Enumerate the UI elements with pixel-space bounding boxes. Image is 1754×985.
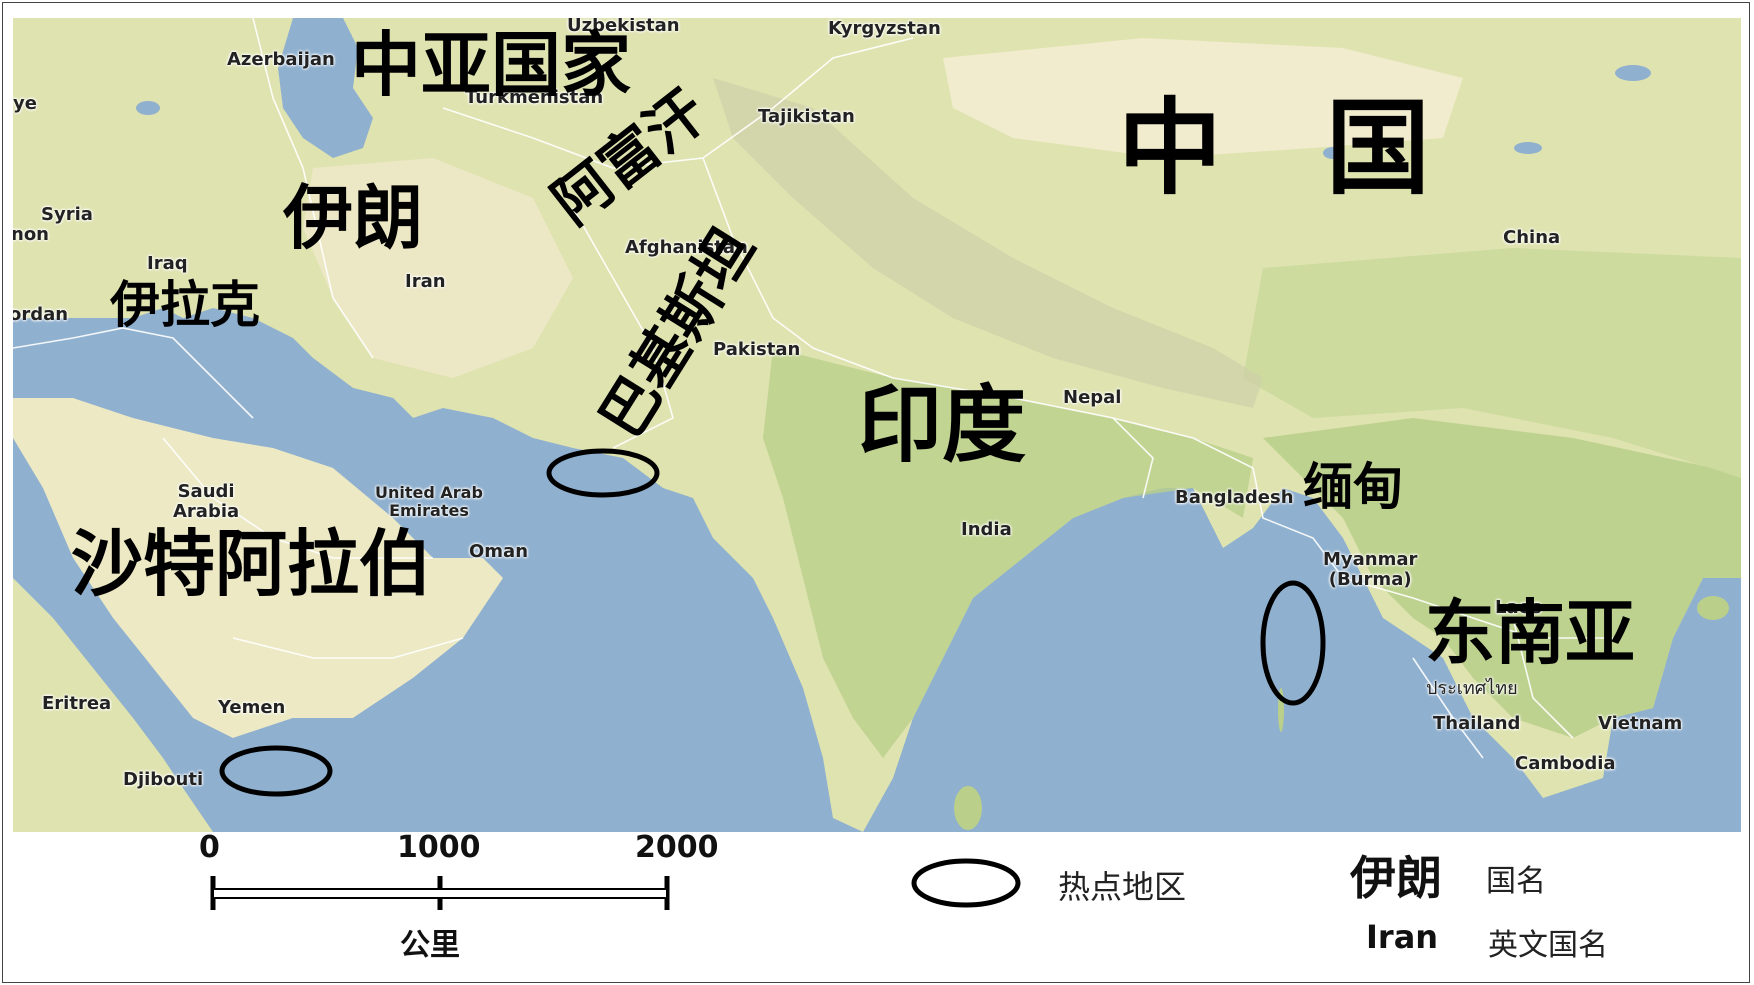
label-pakistan: Pakistan <box>713 339 801 360</box>
label-china: China <box>1503 227 1561 248</box>
label-tajikistan: Tajikistan <box>758 106 855 127</box>
hotspot-makran[interactable] <box>546 448 660 498</box>
land-green-india <box>763 348 1253 758</box>
hotspot-rakhine[interactable] <box>1260 580 1326 706</box>
hainan <box>1697 596 1729 620</box>
persian-gulf <box>263 338 443 458</box>
label-cambodia: Cambodia <box>1515 753 1616 774</box>
label-zh-india: 印度 <box>858 376 1027 474</box>
lakes <box>136 65 1651 159</box>
hotspot-aden[interactable] <box>219 745 333 797</box>
name-legend: 伊朗 国名 Iran 英文国名 <box>1350 840 1730 970</box>
desert-arabia <box>13 398 503 738</box>
label-turkmenistan: Turkmenistan <box>465 87 604 108</box>
label-nepal: Nepal <box>1063 387 1122 408</box>
label-myanmar: Myanmar (Burma) <box>1323 549 1418 590</box>
label-oman: Oman <box>469 541 529 562</box>
label-zh-iran: 伊朗 <box>283 177 423 259</box>
legend-country-sample: 伊朗 <box>1350 851 1442 905</box>
label-thailand-thai: ประเทศไทย <box>1426 678 1518 699</box>
hotspot-legend: 热点地区 <box>910 850 1210 920</box>
sri-lanka <box>954 786 982 830</box>
base-map <box>13 18 1741 832</box>
scale-tick-2000: 2000 <box>635 830 719 865</box>
caspian-sea <box>278 18 373 158</box>
label-iran: Iran <box>405 271 446 292</box>
label-india: India <box>961 519 1012 540</box>
red-sea <box>13 438 183 738</box>
scale-unit: 公里 <box>400 928 460 963</box>
label-lebanon: non <box>13 224 49 245</box>
legend-country-desc: 国名 <box>1486 864 1546 899</box>
label-afghanistan: Afghanistan <box>625 237 748 258</box>
label-azerbaijan: Azerbaijan <box>227 49 335 70</box>
label-uae: United Arab Emirates <box>375 483 483 520</box>
map-area[interactable]: Uzbekistan Kyrgyzstan Azerbaijan Turkmen… <box>13 18 1741 832</box>
label-zh-saudi-arabia: 沙特阿拉伯 <box>71 522 432 606</box>
borders <box>13 18 1613 759</box>
land-green-sea-asia <box>1263 418 1741 738</box>
label-iraq: Iraq <box>147 253 188 274</box>
label-yemen: Yemen <box>218 697 286 718</box>
label-turkey: ye <box>13 93 37 114</box>
label-jordan: ordan <box>13 304 69 325</box>
hotspot-legend-label: 热点地区 <box>1058 868 1187 906</box>
scale-tick-1000: 1000 <box>397 830 481 865</box>
label-laos: Laos <box>1495 597 1542 618</box>
land-africa <box>13 578 213 832</box>
label-syria: Syria <box>41 204 93 225</box>
legend-english-sample: Iran <box>1366 918 1439 956</box>
label-zh-china: 中 国 <box>1118 87 1431 209</box>
hotspots-layer <box>219 448 1326 797</box>
label-thailand: Thailand <box>1433 713 1521 734</box>
label-vietnam: Vietnam <box>1598 713 1683 734</box>
desert-iran <box>303 158 573 378</box>
desert-tarim <box>943 38 1463 158</box>
label-uzbekistan: Uzbekistan <box>567 18 680 36</box>
scale-bar: 0 1000 2000 公里 <box>180 830 719 963</box>
label-kyrgyzstan: Kyrgyzstan <box>828 18 941 39</box>
label-zh-iraq: 伊拉克 <box>110 276 260 334</box>
scale-tick-0: 0 <box>199 830 220 865</box>
mountains-himalaya <box>713 78 1263 408</box>
label-saudi-arabia: Saudi Arabia <box>173 481 240 522</box>
label-zh-myanmar: 缅甸 <box>1303 458 1403 516</box>
label-zh-southeast-asia: 东南亚 <box>1425 592 1635 674</box>
legend-english-desc: 英文国名 <box>1488 928 1608 963</box>
land-green-china-south <box>1243 248 1741 478</box>
label-djibouti: Djibouti <box>123 769 204 790</box>
label-eritrea: Eritrea <box>42 693 112 714</box>
hotspot-legend-symbol <box>911 858 1021 908</box>
scale-bar-graphic <box>210 876 670 910</box>
label-bangladesh: Bangladesh <box>1175 487 1294 508</box>
gulf-of-aden <box>153 598 533 832</box>
label-zh-central-asia: 中亚国家 <box>351 24 631 106</box>
